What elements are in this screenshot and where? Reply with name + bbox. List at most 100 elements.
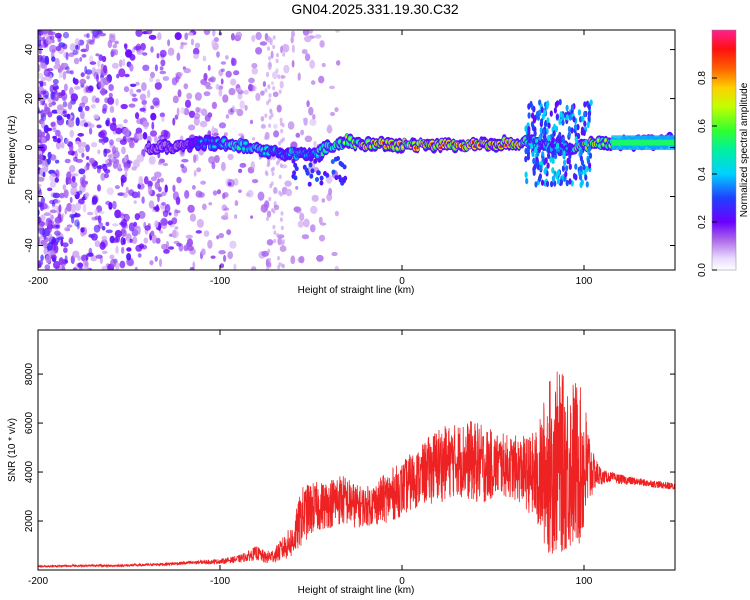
spectral-speckle (86, 86, 94, 94)
spectral-speckle (272, 71, 278, 80)
spectral-speckle (267, 36, 271, 41)
spectral-speckle (167, 39, 171, 47)
spectral-speckle (225, 70, 232, 78)
spectral-speckle (109, 122, 117, 132)
spectral-speckle (142, 52, 148, 56)
spectral-speckle (159, 66, 164, 71)
spectral-speckle (270, 181, 274, 186)
spectral-speckle (218, 232, 225, 239)
spectral-spray (532, 169, 536, 176)
spectral-speckle (163, 129, 169, 139)
spectral-speckle (49, 44, 57, 54)
spectral-spray (554, 125, 558, 133)
spectral-spray (531, 112, 535, 119)
spectral-speckle (230, 78, 237, 86)
spectral-speckle (161, 191, 167, 196)
spectral-speckle (91, 196, 98, 205)
spectral-speckle (138, 243, 145, 249)
spectral-speckle (212, 190, 218, 196)
spectral-speckle (219, 263, 225, 269)
spectral-spray (555, 142, 560, 149)
spectral-spray (583, 120, 587, 127)
snr-line (38, 371, 675, 569)
chart-title: GN04.2025.331.19.30.C32 (291, 1, 459, 17)
snr-panel: -200 -100 0 100 2000 4000 6000 8000 Height of s… (7, 329, 676, 596)
spectral-speckle (334, 210, 339, 217)
spectral-speckle (47, 30, 53, 36)
spectral-spray (538, 175, 542, 182)
spectral-speckle (45, 254, 52, 264)
spectral-speckle (184, 190, 190, 199)
spectral-speckle (70, 93, 79, 102)
spectral-spray (551, 167, 555, 174)
spectral-spray (543, 168, 547, 175)
spectral-speckle (270, 50, 274, 59)
spectrogram-ytick-label: -40 (24, 238, 35, 253)
spectral-spray (330, 159, 335, 165)
spectral-speckle (87, 252, 94, 257)
spectral-spray (342, 178, 346, 184)
spectral-speckle (78, 198, 85, 205)
spectral-speckle (150, 230, 155, 237)
spectral-speckle (48, 102, 53, 108)
spectral-speckle (196, 218, 204, 228)
spectral-trace-core (163, 142, 167, 146)
spectral-speckle (272, 155, 276, 161)
spectral-spray (550, 180, 554, 188)
spectral-spray (544, 157, 548, 164)
spectral-speckle (120, 103, 128, 110)
colorbar: 0.0 0.2 0.4 0.6 0.8 Normalized spectral ampl… (697, 29, 750, 277)
spectral-spray (588, 152, 593, 159)
spectral-speckle (218, 87, 223, 97)
spectrogram-ytick-label: 20 (24, 93, 35, 105)
spectral-speckle (207, 64, 211, 71)
spectral-speckle (280, 74, 284, 80)
spectral-speckle (126, 252, 132, 261)
spectral-spray (584, 174, 588, 181)
spectral-speckle (268, 257, 271, 263)
spectral-speckle (174, 226, 179, 230)
spectral-speckle (129, 63, 134, 72)
spectral-speckle (52, 192, 61, 199)
spectral-spray (586, 158, 591, 165)
spectral-speckle (114, 40, 119, 45)
spectral-speckle (83, 265, 90, 270)
spectral-speckle (159, 177, 164, 183)
spectral-spray (540, 179, 545, 186)
spectral-speckle (189, 267, 195, 270)
spectral-speckle (150, 46, 154, 53)
spectral-spray (309, 173, 314, 179)
spectral-speckle (309, 118, 317, 126)
spectral-speckle (273, 130, 280, 138)
spectral-speckle (152, 97, 160, 106)
spectral-speckle (85, 192, 89, 200)
spectral-speckle (272, 224, 276, 230)
spectral-speckle (267, 84, 271, 90)
spectral-spray (524, 171, 528, 178)
spectral-speckle (91, 233, 98, 241)
spectral-speckle (183, 244, 189, 252)
spectral-speckle (62, 184, 67, 191)
spectral-speckle (150, 71, 155, 79)
spectral-speckle (135, 127, 143, 135)
spectral-spray (546, 162, 550, 169)
spectral-speckle (211, 125, 215, 135)
spectral-spray (574, 163, 578, 170)
spectral-speckle (249, 119, 254, 125)
spectral-speckle (50, 121, 56, 127)
spectral-speckle (179, 135, 184, 141)
spectral-speckle (101, 55, 107, 63)
spectral-speckle (114, 209, 122, 219)
spectral-speckle (252, 137, 256, 141)
spectral-speckle (310, 80, 316, 85)
spectral-speckle (128, 222, 135, 232)
spectral-speckle (303, 218, 310, 228)
spectral-speckle (229, 240, 237, 249)
spectral-spray (315, 177, 319, 182)
spectral-spray (534, 181, 538, 188)
spectral-speckle (103, 64, 108, 74)
spectral-speckle (276, 52, 279, 58)
colorbar-label: Normalized spectral amplitude (739, 82, 750, 217)
spectral-spray (546, 100, 550, 107)
spectral-speckle (316, 254, 324, 262)
